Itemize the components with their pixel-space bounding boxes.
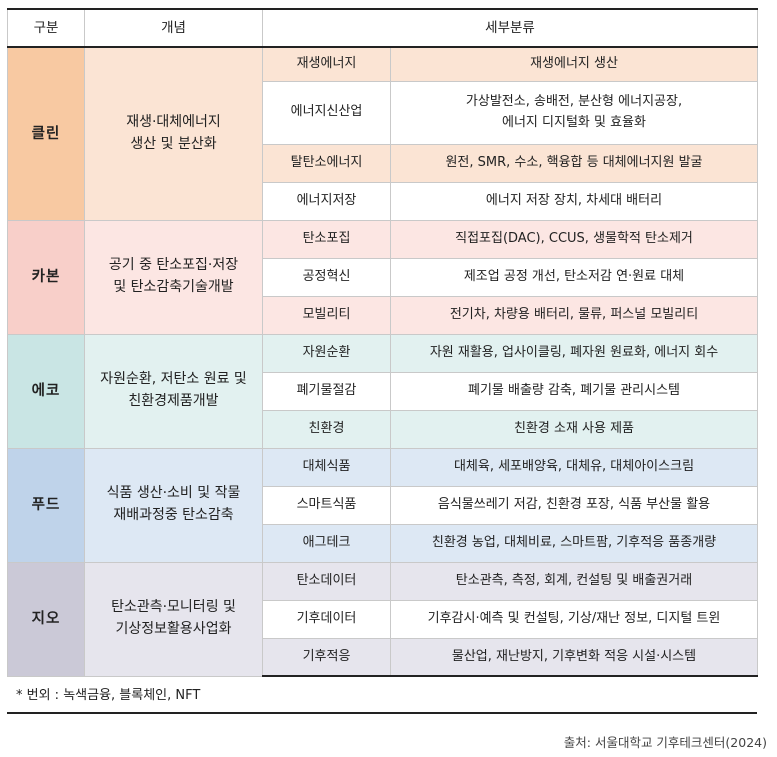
detail-cell: 대체육, 세포배양육, 대체유, 대체아이스크림 [390,447,758,487]
subcategory-cell: 에너지저장 [262,181,391,221]
detail-cell: 에너지 저장 장치, 차세대 배터리 [390,181,758,221]
detail-cell: 자원 재활용, 업사이클링, 폐자원 원료화, 에너지 회수 [390,333,758,373]
detail-line: 친환경 농업, 대체비료, 스마트팜, 기후적응 품종개량 [431,534,717,550]
concept-line: 및 탄소감축기술개발 [113,279,234,295]
bottom-rule [7,712,757,714]
category-cell: 클린 [7,46,85,221]
detail-line: 물산업, 재난방지, 기후변화 적응 시설·시스템 [451,648,697,664]
subcategory-cell: 자원순환 [262,333,391,373]
category-cell: 카본 [7,219,85,335]
subcategory-cell: 폐기물절감 [262,371,391,411]
concept-line: 재배과정중 탄소감축 [113,507,234,523]
category-cell: 에코 [7,333,85,449]
detail-line: 재생에너지 생산 [530,56,618,72]
footnote: * 번외 : 녹색금융, 블록체인, NFT [16,688,201,703]
subcategory-cell: 재생에너지 [262,46,391,82]
subcategory-cell: 탄소포집 [262,219,391,259]
source-citation: 출처: 서울대학교 기후테크센터(2024) [563,735,767,750]
subcategory-cell: 애그테크 [262,523,391,563]
detail-cell: 폐기물 배출량 감축, 폐기물 관리시스템 [390,371,758,411]
detail-cell: 친환경 소재 사용 제품 [390,409,758,449]
table-row: 모빌리티 전기차, 차량용 배터리, 물류, 퍼스널 모빌리티 [8,295,758,335]
concept-line: 자원순환, 저탄소 원료 및 [100,371,247,388]
table-header-row: 구분 개념 세부분류 [7,8,758,48]
concept-line: 생산 및 분산화 [130,135,217,152]
header-concept: 개념 [84,8,263,48]
detail-line: 기후감시·예측 및 컨설팅, 기상/재난 정보, 디지털 트윈 [427,610,721,626]
detail-line: 제조업 공정 개선, 탄소저감 연·원료 대체 [463,268,685,284]
table-row: 폐기물절감 폐기물 배출량 감축, 폐기물 관리시스템 [8,371,758,411]
subcategory-cell: 스마트식품 [262,485,391,525]
table-row: 클린 재생·대체에너지 생산 및 분산화 재생에너지 재생에너지 생산 [7,46,758,221]
subcategory-cell: 모빌리티 [262,295,391,335]
concept-line: 기상정보활용사업화 [115,621,232,637]
category-cell: 지오 [7,561,85,677]
detail-cell: 기후감시·예측 및 컨설팅, 기상/재난 정보, 디지털 트윈 [390,599,758,639]
detail-cell: 재생에너지 생산 [390,46,758,82]
header-detail: 세부분류 [262,8,758,48]
table-row: 애그테크 친환경 농업, 대체비료, 스마트팜, 기후적응 품종개량 [8,523,758,563]
detail-line: 에너지 저장 장치, 차세대 배터리 [485,192,663,208]
concept-line: 친환경제품개발 [128,393,219,409]
table-row: 기후적응 물산업, 재난방지, 기후변화 적응 시설·시스템 [8,637,758,677]
subcategory-cell: 기후데이터 [262,599,391,639]
concept-line: 식품 생산·소비 및 작물 [106,485,241,502]
concept-line: 공기 중 탄소포집·저장 [108,257,239,274]
climate-tech-classification-table: 구분 개념 세부분류 클린 재생·대체에너지 생산 및 분산화 재생에너지 재생에너지 … [7,8,758,677]
detail-line: 자원 재활용, 업사이클링, 폐자원 원료화, 에너지 회수 [429,344,719,360]
detail-line: 직접포집(DAC), CCUS, 생물학적 탄소제거 [455,230,693,246]
table-row: 지오 탄소관측·모니터링 및 기상정보활용사업화 탄소데이터 탄소관측, 측정, 회계,… [7,561,758,677]
detail-cell: 음식물쓰레기 저감, 친환경 포장, 식품 부산물 활용 [390,485,758,525]
subcategory-cell: 친환경 [262,409,391,449]
concept-line: 탄소관측·모니터링 및 [111,599,236,616]
subcategory-cell: 탈탄소에너지 [262,143,391,183]
subcategory-cell: 대체식품 [262,447,391,487]
table-row: 기후데이터 기후감시·예측 및 컨설팅, 기상/재난 정보, 디지털 트윈 [8,599,758,639]
detail-line: 탄소관측, 측정, 회계, 컨설팅 및 배출권거래 [455,572,693,588]
detail-cell: 가상발전소, 송배전, 분산형 에너지공장, 에너지 디지털화 및 효율화 [390,80,758,145]
concept-line: 재생·대체에너지 [126,114,221,131]
detail-line: 에너지 디지털화 및 효율화 [502,114,646,130]
detail-line: 폐기물 배출량 감축, 폐기물 관리시스템 [467,382,681,398]
header-category: 구분 [7,8,85,48]
subcategory-cell: 탄소데이터 [262,561,391,601]
table-row: 카본 공기 중 탄소포집·저장 및 탄소감축기술개발 탄소포집 직접포집(DAC), C… [7,219,758,335]
detail-line: 음식물쓰레기 저감, 친환경 포장, 식품 부산물 활용 [437,496,711,512]
detail-cell: 전기차, 차량용 배터리, 물류, 퍼스널 모빌리티 [390,295,758,335]
detail-cell: 제조업 공정 개선, 탄소저감 연·원료 대체 [390,257,758,297]
subcategory-cell: 기후적응 [262,637,391,677]
detail-line: 친환경 소재 사용 제품 [513,420,635,436]
category-cell: 푸드 [7,447,85,563]
table-row: 공정혁신 제조업 공정 개선, 탄소저감 연·원료 대체 [8,257,758,297]
table-row: 에코 자원순환, 저탄소 원료 및 친환경제품개발 자원순환 자원 재활용, 업사이클링… [7,333,758,449]
detail-cell: 탄소관측, 측정, 회계, 컨설팅 및 배출권거래 [390,561,758,601]
detail-line: 가상발전소, 송배전, 분산형 에너지공장, [465,94,683,110]
table-row: 에너지신산업 가상발전소, 송배전, 분산형 에너지공장, 에너지 디지털화 및 효… [8,80,758,145]
detail-line: 대체육, 세포배양육, 대체유, 대체아이스크림 [453,458,695,474]
detail-line: 원전, SMR, 수소, 핵융합 등 대체에너지원 발굴 [445,154,703,170]
subcategory-cell: 공정혁신 [262,257,391,297]
table-row: 탈탄소에너지 원전, SMR, 수소, 핵융합 등 대체에너지원 발굴 [8,143,758,183]
detail-line: 전기차, 차량용 배터리, 물류, 퍼스널 모빌리티 [449,306,699,322]
detail-cell: 친환경 농업, 대체비료, 스마트팜, 기후적응 품종개량 [390,523,758,563]
subcategory-cell: 에너지신산업 [262,80,391,145]
table-row: 푸드 식품 생산·소비 및 작물 재배과정중 탄소감축 대체식품 대체육, 세포배양육,… [7,447,758,563]
detail-cell: 직접포집(DAC), CCUS, 생물학적 탄소제거 [390,219,758,259]
table-body: 클린 재생·대체에너지 생산 및 분산화 재생에너지 재생에너지 생산 에너지신산업 가상발… [7,46,758,677]
detail-cell: 원전, SMR, 수소, 핵융합 등 대체에너지원 발굴 [390,143,758,183]
table-row: 스마트식품 음식물쓰레기 저감, 친환경 포장, 식품 부산물 활용 [8,485,758,525]
detail-cell: 물산업, 재난방지, 기후변화 적응 시설·시스템 [390,637,758,677]
